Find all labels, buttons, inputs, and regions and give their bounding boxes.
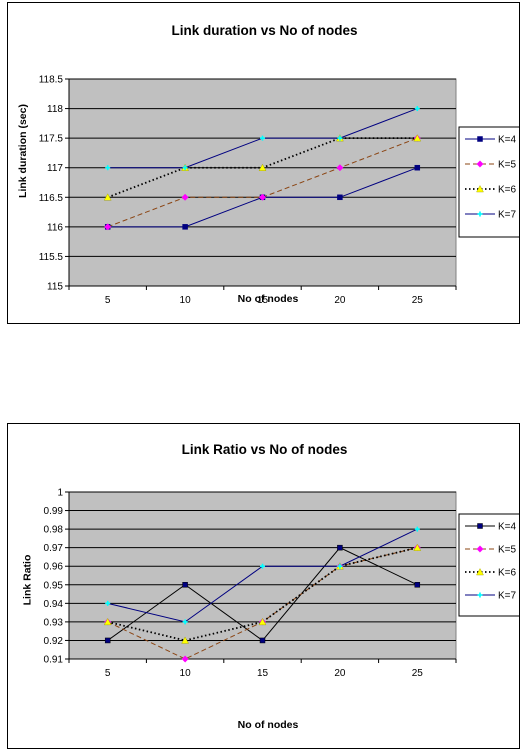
- data-point: [337, 135, 343, 141]
- data-point: [258, 193, 267, 201]
- x-tick-label: 10: [180, 295, 192, 306]
- legend-label: K=6: [498, 185, 517, 196]
- data-point: [337, 563, 343, 569]
- data-point: [182, 582, 188, 588]
- link-duration-chart: Link duration vs No of nodes Link durati…: [7, 2, 520, 324]
- x-tick-label: 25: [412, 295, 424, 306]
- legend-marker: [476, 545, 484, 553]
- legend-marker: [477, 523, 483, 529]
- legend-label: K=7: [498, 210, 517, 221]
- data-point: [103, 193, 112, 201]
- data-point: [414, 106, 420, 112]
- y-tick-label: 0.97: [44, 543, 64, 554]
- data-point: [337, 194, 343, 201]
- data-point: [258, 617, 267, 626]
- x-tick-label: 20: [334, 295, 346, 306]
- data-point: [182, 224, 188, 230]
- legend-label: K=5: [498, 545, 517, 556]
- data-point: [181, 655, 189, 663]
- y-tick-label: 115.5: [39, 252, 64, 263]
- y-tick-label: 0.99: [44, 506, 64, 517]
- y-tick-label: 117: [47, 163, 63, 174]
- y-tick-label: 0.96: [44, 562, 64, 573]
- x-tick-label: 10: [180, 668, 192, 679]
- legend-label: K=6: [498, 568, 517, 579]
- link-ratio-chart: Link Ratio vs No of nodes Link Ratio No …: [7, 423, 520, 749]
- y-tick-label: 118: [47, 104, 63, 115]
- data-point: [182, 165, 188, 171]
- x-axis-title: No of nodes: [237, 719, 299, 731]
- y-tick-label: 0.92: [44, 636, 64, 647]
- legend-label: K=4: [498, 522, 517, 533]
- plot-area: [68, 78, 457, 287]
- y-tick-label: 116.5: [39, 193, 64, 204]
- data-point: [337, 544, 343, 551]
- data-point: [260, 135, 265, 141]
- data-point: [181, 636, 189, 644]
- x-axis-title: No of nodes: [237, 293, 299, 305]
- data-point: [105, 165, 111, 171]
- y-tick-label: 0.95: [44, 580, 64, 591]
- legend-box: [458, 513, 519, 617]
- legend-label: K=4: [498, 135, 517, 146]
- y-tick-label: 118.5: [39, 75, 64, 86]
- data-point: [258, 163, 267, 171]
- chart-title: Link Ratio vs No of nodes: [181, 442, 348, 457]
- y-tick-label: 115: [47, 282, 63, 293]
- data-point: [259, 637, 266, 644]
- data-point: [414, 164, 421, 171]
- y-tick-label: 0.98: [44, 525, 64, 536]
- y-tick-label: 117.5: [39, 134, 64, 145]
- y-tick-label: 0.94: [44, 599, 64, 610]
- x-tick-label: 20: [334, 668, 346, 679]
- x-tick-label: 5: [105, 668, 111, 679]
- legend-marker: [476, 185, 484, 193]
- y-tick-label: 1: [57, 488, 63, 499]
- chart-svg: 115 115.5 116 116.5 117 117.5 118 118.5 5 10 15 20 2…: [39, 75, 519, 306]
- y-tick-label: 0.91: [44, 655, 64, 666]
- data-point: [104, 223, 112, 231]
- plot-area: [68, 491, 457, 660]
- data-point: [413, 543, 422, 551]
- data-point: [103, 617, 112, 626]
- legend-marker: [476, 568, 484, 576]
- x-tick-label: 15: [257, 295, 269, 306]
- x-tick-label: 5: [105, 295, 111, 306]
- x-tick-label: 15: [257, 668, 269, 679]
- x-tick-label: 25: [412, 668, 424, 679]
- data-point: [414, 526, 420, 532]
- series-line: [107, 546, 418, 642]
- data-point: [104, 637, 111, 644]
- chart-title: Link duration vs No of nodes: [171, 23, 358, 38]
- data-point: [181, 193, 189, 201]
- data-point: [260, 563, 265, 569]
- legend-marker: [477, 211, 483, 217]
- data-point: [105, 600, 111, 606]
- data-point: [336, 164, 344, 172]
- legend-marker: [477, 592, 483, 598]
- legend-box: [458, 126, 519, 238]
- data-point: [414, 582, 421, 588]
- data-point: [182, 619, 188, 625]
- y-tick-label: 116: [47, 222, 63, 233]
- legend-label: K=5: [498, 160, 517, 171]
- data-point: [413, 134, 422, 142]
- legend-marker: [476, 160, 484, 168]
- legend-label: K=7: [498, 591, 517, 602]
- y-tick-label: 0.93: [44, 617, 64, 628]
- legend-marker: [477, 136, 483, 142]
